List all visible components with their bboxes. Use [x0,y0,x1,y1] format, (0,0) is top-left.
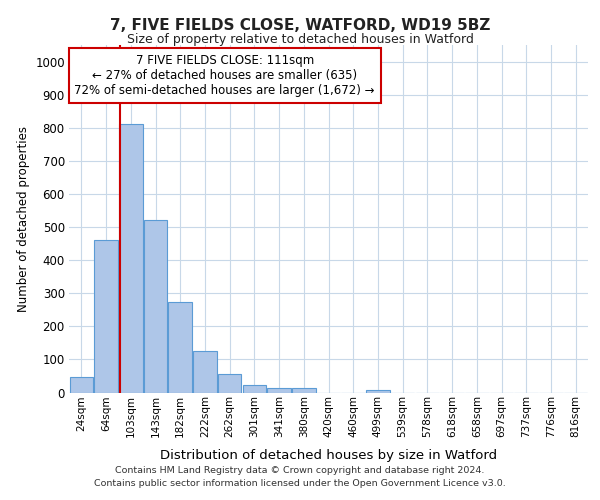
Y-axis label: Number of detached properties: Number of detached properties [17,126,29,312]
Bar [193,351,217,393]
Bar [119,124,143,392]
Bar [242,385,266,392]
Bar [292,388,316,392]
X-axis label: Distribution of detached houses by size in Watford: Distribution of detached houses by size … [160,448,497,462]
Bar [169,302,192,392]
Text: 7 FIVE FIELDS CLOSE: 111sqm
← 27% of detached houses are smaller (635)
72% of se: 7 FIVE FIELDS CLOSE: 111sqm ← 27% of det… [74,54,375,96]
Bar [268,388,291,392]
Text: 7, FIVE FIELDS CLOSE, WATFORD, WD19 5BZ: 7, FIVE FIELDS CLOSE, WATFORD, WD19 5BZ [110,18,490,32]
Bar [70,378,93,392]
Bar [218,374,241,392]
Text: Size of property relative to detached houses in Watford: Size of property relative to detached ho… [127,32,473,46]
Text: Contains HM Land Registry data © Crown copyright and database right 2024.
Contai: Contains HM Land Registry data © Crown c… [94,466,506,487]
Bar [144,220,167,392]
Bar [94,240,118,392]
Bar [366,390,389,392]
